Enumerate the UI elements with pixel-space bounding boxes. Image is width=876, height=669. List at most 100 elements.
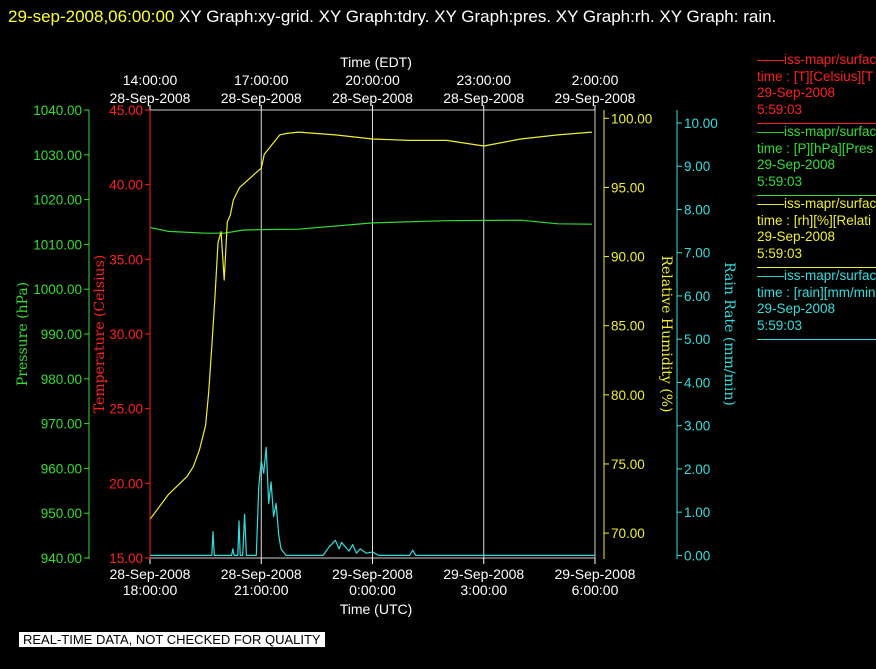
humidity-tick-label: 80.00	[611, 388, 645, 403]
legend-entry-humidity: ——iss-mapr/surface time : [rh][%][Relati…	[757, 196, 876, 268]
header-graph-titles: XY Graph:xy-grid. XY Graph:tdry. XY Grap…	[179, 7, 777, 26]
legend-entry-rain: ——iss-mapr/surface time : [rain][mm/min …	[757, 268, 876, 340]
pressure-tick-label: 950.00	[41, 506, 82, 521]
header-title-bar: 29-sep-2008,06:00:00 XY Graph:xy-grid. X…	[8, 2, 868, 32]
pressure-tick-label: 940.00	[41, 551, 82, 566]
temperature-tick-label: 30.00	[109, 327, 143, 342]
x-top-tick-date: 28-Sep-2008	[110, 90, 191, 106]
rain-tick-label: 8.00	[684, 202, 710, 217]
pressure-axis-label: Pressure (hPa)	[15, 282, 31, 386]
x-top-tick-time: 20:00:00	[345, 72, 400, 88]
grid-layer	[149, 109, 596, 559]
series-line-rain	[150, 446, 595, 557]
legend-swatch: ——	[757, 124, 784, 139]
series-line-pressure	[149, 219, 592, 234]
x-top-axis-label: Time (EDT)	[340, 54, 412, 70]
temperature-axis-label: Temperature (Celsius)	[92, 255, 108, 413]
legend-line1: ——iss-mapr/surface	[757, 268, 876, 283]
legend-line2: time : [rh][%][Relati	[757, 212, 872, 228]
x-top-tick-date: 28-Sep-2008	[221, 90, 302, 106]
x-bottom-tick-time: 0:00:00	[349, 582, 396, 598]
legend-separator	[757, 339, 876, 340]
pressure-tick-label: 1010.00	[33, 237, 82, 252]
quality-disclaimer: REAL-TIME DATA, NOT CHECKED FOR QUALITY	[19, 632, 325, 647]
x-top-tick-date: 29-Sep-2008	[555, 90, 636, 106]
temperature-tick-label: 20.00	[109, 476, 143, 491]
x-bottom-tick-date: 28-Sep-2008	[221, 566, 302, 582]
rain-tick-label: 10.00	[684, 116, 718, 131]
x-bottom-tick-time: 6:00:00	[572, 582, 619, 598]
humidity-tick-label: 75.00	[611, 457, 645, 472]
x-top-tick-time: 2:00:00	[572, 72, 619, 88]
x-top-tick-time: 14:00:00	[123, 72, 178, 88]
legend-line2: time : [rain][mm/min	[757, 284, 876, 300]
x-bottom-tick-date: 28-Sep-2008	[110, 566, 191, 582]
x-bottom-tick-date: 29-Sep-2008	[555, 566, 636, 582]
x-bottom-tick-time: 3:00:00	[460, 582, 507, 598]
legend-line1: ——iss-mapr/surface	[757, 52, 876, 67]
legend-entry-temperature: ——iss-mapr/surface time : [T][Celsius][T…	[757, 52, 876, 124]
temperature-tick-label: 35.00	[109, 252, 143, 267]
humidity-axis-label: Relative Humidity (%)	[658, 255, 674, 412]
pressure-tick-label: 1000.00	[33, 282, 82, 297]
legend-line2: time : [T][Celsius][T	[757, 68, 874, 84]
series-layer	[149, 131, 595, 557]
humidity-tick-label: 95.00	[611, 180, 645, 195]
legend-line3: 29-Sep-2008	[757, 229, 836, 244]
legend-line1: ——iss-mapr/surface	[757, 196, 876, 211]
rain-tick-label: 3.00	[684, 419, 710, 434]
pressure-tick-label: 1030.00	[33, 148, 82, 163]
rain-tick-label: 9.00	[684, 159, 710, 174]
legend-separator	[757, 195, 876, 196]
x-top-tick-time: 23:00:00	[457, 72, 512, 88]
legend-line3: 29-Sep-2008	[757, 157, 836, 172]
legend-line3: 29-Sep-2008	[757, 85, 836, 100]
header-timestamp: 29-sep-2008,06:00:00	[8, 7, 175, 26]
x-top-tick-date: 28-Sep-2008	[332, 90, 413, 106]
x-bottom-tick-date: 29-Sep-2008	[443, 566, 524, 582]
temperature-tick-label: 45.00	[109, 103, 143, 118]
legend-separator	[757, 267, 876, 268]
legend-line4: 5:59:03	[757, 317, 803, 333]
legend-line3: 29-Sep-2008	[757, 301, 836, 316]
legend-entry-pressure: ——iss-mapr/surface time : [P][hPa][Pres …	[757, 124, 876, 196]
rain-tick-label: 1.00	[684, 505, 710, 520]
humidity-tick-label: 100.00	[611, 111, 652, 126]
pressure-tick-label: 970.00	[41, 417, 82, 432]
legend-line2: time : [P][hPa][Pres	[757, 140, 874, 156]
legend-separator	[757, 123, 876, 124]
pressure-tick-label: 1040.00	[33, 103, 82, 118]
x-bottom-tick-time: 21:00:00	[234, 582, 289, 598]
pressure-tick-label: 960.00	[41, 461, 82, 476]
legend-swatch: ——	[757, 52, 784, 67]
pressure-tick-label: 1020.00	[33, 193, 82, 208]
legend-line1: ——iss-mapr/surface	[757, 124, 876, 139]
x-top-tick-time: 17:00:00	[234, 72, 289, 88]
temperature-tick-label: 25.00	[109, 402, 143, 417]
pressure-tick-label: 990.00	[41, 327, 82, 342]
rain-tick-label: 5.00	[684, 332, 710, 347]
humidity-tick-label: 85.00	[611, 319, 645, 334]
pressure-tick-label: 980.00	[41, 372, 82, 387]
rain-tick-label: 0.00	[684, 548, 710, 563]
legend-line4: 5:59:03	[757, 245, 803, 261]
axis-layer: 28-Sep-200818:00:0028-Sep-200821:00:0029…	[15, 54, 737, 617]
rain-axis-label: Rain Rate (mm/min)	[721, 262, 737, 406]
legend-line4: 5:59:03	[757, 173, 803, 189]
x-bottom-tick-time: 18:00:00	[123, 582, 178, 598]
rain-tick-label: 2.00	[684, 462, 710, 477]
x-top-tick-date: 28-Sep-2008	[443, 90, 524, 106]
humidity-tick-label: 70.00	[611, 526, 645, 541]
x-bottom-axis-label: Time (UTC)	[340, 601, 413, 617]
legend-swatch: ——	[757, 196, 784, 211]
rain-tick-label: 7.00	[684, 246, 710, 261]
series-line-humidity	[149, 131, 592, 520]
humidity-tick-label: 90.00	[611, 250, 645, 265]
rain-tick-label: 4.00	[684, 375, 710, 390]
legend-swatch: ——	[757, 268, 784, 283]
temperature-tick-label: 15.00	[109, 551, 143, 566]
temperature-tick-label: 40.00	[109, 178, 143, 193]
legend-line4: 5:59:03	[757, 101, 803, 117]
rain-tick-label: 6.00	[684, 289, 710, 304]
